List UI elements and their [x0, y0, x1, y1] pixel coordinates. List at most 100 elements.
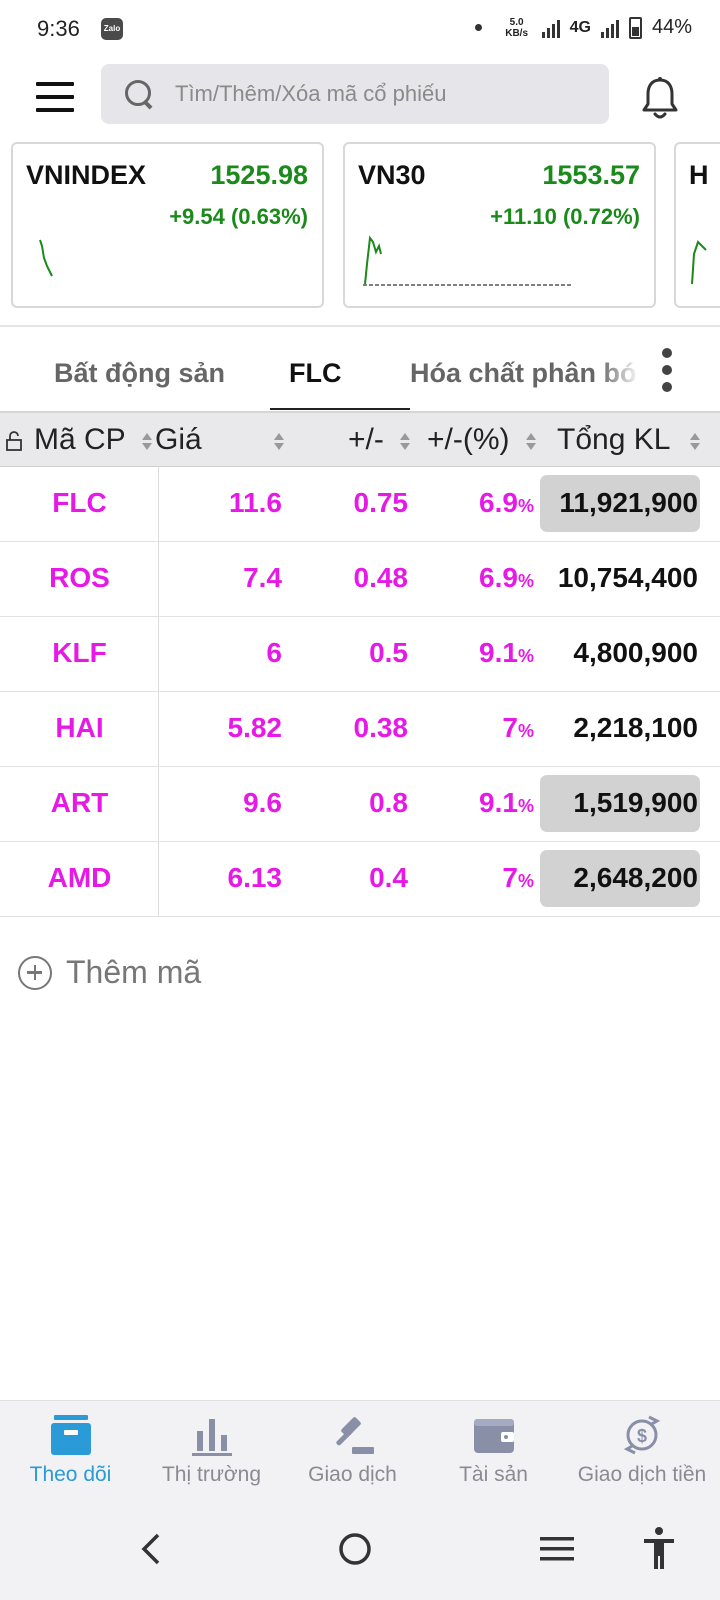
index-card-vnindex[interactable]: VNINDEX 1525.98 +9.54 (0.63%) [11, 142, 324, 308]
stock-change: 0.48 [353, 562, 409, 593]
zalo-notification-icon: Zalo [101, 18, 123, 40]
menu-icon[interactable] [36, 82, 74, 112]
stock-change-pct: 9.1% [479, 637, 534, 669]
index-sparkline [363, 235, 573, 286]
stock-change: 0.38 [353, 712, 409, 743]
network-type: 4G [569, 18, 591, 36]
header-price[interactable]: Giá [155, 423, 202, 456]
tab-flc[interactable]: FLC [289, 358, 342, 388]
stock-change-pct: 9.1% [479, 787, 534, 819]
nav-label: Theo dõi [29, 1463, 112, 1486]
stock-change-pct: 7% [502, 862, 534, 894]
pct-value: 7 [502, 862, 518, 893]
stock-volume: 4,800,900 [573, 637, 698, 668]
stock-volume: 2,218,100 [573, 712, 698, 743]
table-row[interactable]: ROS 7.4 0.48 6.9% 10,754,400 [0, 542, 720, 617]
header-volume[interactable]: Tổng KL [557, 423, 671, 456]
sort-change-icon[interactable] [400, 433, 410, 451]
stock-symbol: KLF [52, 637, 107, 668]
sort-change-pct-icon[interactable] [526, 433, 536, 451]
status-bar: 9:36 Zalo 5.0 KB/s 4G 44% [0, 0, 720, 60]
stock-table: FLC 11.6 0.75 6.9% 11,921,900 ROS 7.4 0.… [0, 467, 720, 917]
signal-icon-2 [600, 18, 619, 38]
index-name: H [689, 160, 709, 190]
pct-suffix: % [517, 496, 534, 516]
sort-volume-icon[interactable] [690, 433, 700, 451]
network-speed: 5.0 KB/s [502, 17, 532, 39]
index-sparkline [691, 240, 707, 285]
index-change: +9.54 (0.63%) [169, 204, 308, 229]
symbol-cell: AMD [0, 842, 159, 916]
pct-suffix: % [517, 871, 534, 891]
unlock-icon[interactable] [6, 431, 24, 451]
stock-symbol: AMD [47, 862, 112, 893]
stock-volume: 2,648,200 [540, 850, 700, 907]
stock-change-pct: 6.9% [479, 562, 534, 594]
index-name: VNINDEX [26, 160, 147, 190]
recent-apps-icon[interactable] [532, 1520, 582, 1578]
table-row[interactable]: FLC 11.6 0.75 6.9% 11,921,900 [0, 467, 720, 542]
stock-price: 6 [266, 637, 282, 668]
system-nav-bar [0, 1500, 720, 1600]
active-tab-indicator [270, 408, 410, 410]
back-icon[interactable] [126, 1520, 176, 1578]
watchlist-icon [50, 1415, 91, 1455]
more-options-icon[interactable] [660, 348, 674, 392]
nav-giao-dich[interactable]: Giao dịch [282, 1401, 423, 1501]
watchlist-tabs: Bất động sản FLC Hóa chất phân bó [0, 330, 720, 410]
symbol-cell: ART [0, 767, 159, 841]
nav-label: Tài sản [459, 1463, 528, 1486]
stock-volume: 11,921,900 [540, 475, 700, 532]
stock-price: 7.4 [243, 562, 282, 593]
table-row[interactable]: ART 9.6 0.8 9.1% 1,519,900 [0, 767, 720, 842]
symbol-cell: HAI [0, 692, 159, 766]
index-change: +11.10 (0.72%) [490, 204, 640, 229]
stock-change-pct: 7% [502, 712, 534, 744]
stock-symbol: ROS [49, 562, 110, 593]
search-icon [123, 78, 155, 110]
tab-hoa-chat[interactable]: Hóa chất phân bó [410, 358, 637, 388]
header-change-pct[interactable]: +/-(%) [427, 423, 510, 456]
stock-price: 5.82 [227, 712, 283, 743]
network-speed-value: 5.0 [509, 16, 524, 28]
stock-change: 0.75 [353, 487, 409, 518]
table-row[interactable]: AMD 6.13 0.4 7% 2,648,200 [0, 842, 720, 917]
accessibility-icon[interactable] [634, 1520, 684, 1578]
nav-thi-truong[interactable]: Thị trường [141, 1401, 282, 1501]
index-name: VN30 [358, 160, 426, 190]
index-card-partial[interactable]: H [674, 142, 720, 308]
tab-fade [600, 330, 640, 410]
nav-giao-dich-tien[interactable]: $ Giao dịch tiền [564, 1401, 720, 1501]
stock-change: 0.5 [369, 637, 408, 668]
symbol-cell: ROS [0, 542, 159, 616]
pct-suffix: % [517, 796, 534, 816]
gavel-icon [335, 1417, 374, 1454]
index-card-vn30[interactable]: VN30 1553.57 +11.10 (0.72%) [343, 142, 656, 308]
table-header: Mã CP Giá +/- +/-(%) Tổng KL [0, 411, 720, 467]
stock-symbol: ART [50, 787, 109, 818]
sort-price-icon[interactable] [274, 433, 284, 451]
header-change[interactable]: +/- [348, 423, 384, 456]
header-symbol[interactable]: Mã CP [34, 423, 126, 456]
wallet-icon [473, 1419, 514, 1453]
pct-suffix: % [517, 721, 534, 741]
sort-symbol-icon[interactable] [142, 433, 152, 451]
pct-value: 9.1 [479, 637, 518, 668]
stock-symbol: HAI [55, 712, 104, 743]
add-code-button[interactable]: Thêm mã [18, 954, 201, 991]
stock-change: 0.4 [369, 862, 408, 893]
symbol-cell: KLF [0, 617, 159, 691]
search-bar[interactable] [101, 64, 609, 124]
tab-bat-dong-san[interactable]: Bất động sản [54, 358, 226, 388]
nav-theo-doi[interactable]: Theo dõi [0, 1401, 141, 1501]
add-circle-icon [18, 955, 52, 990]
nav-tai-san[interactable]: Tài sản [423, 1401, 564, 1501]
bell-icon[interactable] [640, 76, 680, 122]
search-input[interactable] [175, 81, 575, 107]
battery-percent: 44% [651, 16, 692, 38]
home-icon[interactable] [330, 1520, 380, 1578]
stock-symbol: FLC [52, 487, 107, 518]
table-row[interactable]: KLF 6 0.5 9.1% 4,800,900 [0, 617, 720, 692]
table-row[interactable]: HAI 5.82 0.38 7% 2,218,100 [0, 692, 720, 767]
pct-value: 6.9 [479, 562, 518, 593]
